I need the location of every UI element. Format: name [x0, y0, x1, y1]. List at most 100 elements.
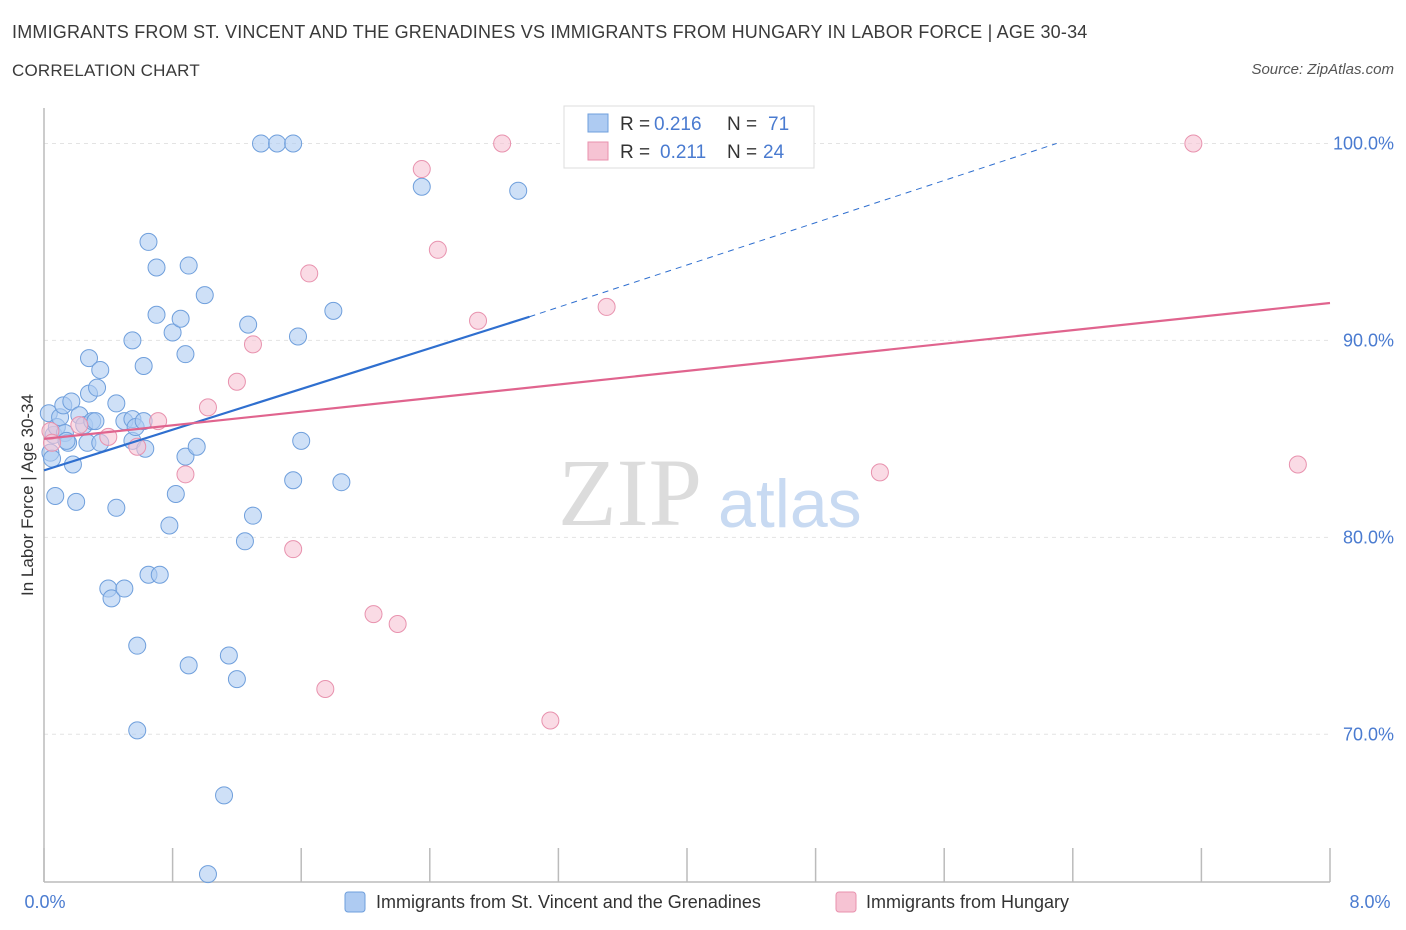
watermark-atlas: atlas [718, 466, 862, 542]
legend-swatch-pink [835, 891, 857, 913]
stats-r-value-blue: 0.216 [654, 114, 702, 135]
point-st-vincent [239, 315, 258, 334]
point-st-vincent [147, 305, 166, 324]
point-st-vincent [284, 471, 303, 490]
point-st-vincent [176, 345, 195, 364]
stats-n-label-pink: N = [727, 142, 757, 163]
y-axis-label: In Labor Force | Age 30-34 [18, 394, 37, 596]
point-st-vincent [284, 134, 303, 153]
point-hungary [493, 134, 512, 153]
point-st-vincent [43, 449, 62, 468]
y-tick-label: 80.0% [1343, 527, 1394, 547]
stats-r-label-pink: R = [620, 142, 650, 163]
x-tick-label-min: 0.0% [24, 892, 65, 912]
point-st-vincent [107, 498, 126, 517]
chart-title: IMMIGRANTS FROM ST. VINCENT AND THE GREN… [12, 22, 1088, 42]
data-points [39, 134, 1307, 884]
point-st-vincent [134, 357, 153, 375]
point-st-vincent [215, 786, 234, 805]
point-hungary [364, 605, 383, 624]
point-hungary [428, 240, 447, 259]
stats-r-label-blue: R = [620, 114, 650, 135]
point-hungary [227, 372, 246, 391]
source-label: Source: ZipAtlas.com [1251, 61, 1394, 78]
point-hungary [541, 711, 560, 730]
point-st-vincent [88, 378, 107, 397]
point-st-vincent [107, 394, 126, 413]
point-hungary [243, 335, 262, 354]
point-st-vincent [102, 589, 121, 608]
point-st-vincent [115, 579, 134, 598]
point-st-vincent [147, 258, 166, 277]
point-st-vincent [171, 309, 190, 328]
point-st-vincent [80, 349, 99, 368]
point-st-vincent [91, 360, 110, 379]
point-st-vincent [243, 506, 262, 525]
point-hungary [198, 398, 217, 417]
legend-label-pink: Immigrants from Hungary [866, 892, 1069, 912]
point-hungary [1288, 455, 1307, 474]
point-st-vincent [139, 232, 158, 251]
point-st-vincent [412, 177, 431, 196]
point-st-vincent [86, 412, 105, 431]
point-st-vincent [288, 327, 307, 346]
stats-box: R = 0.216 N = 71 R = 0.211 N = 24 [563, 105, 815, 169]
point-hungary [870, 463, 889, 482]
x-ticks [43, 848, 1331, 882]
point-st-vincent [252, 134, 271, 153]
point-st-vincent [179, 256, 198, 275]
point-st-vincent [166, 485, 185, 504]
point-st-vincent [128, 721, 147, 740]
legend-label-blue: Immigrants from St. Vincent and the Gren… [376, 892, 761, 912]
watermark-zip: ZIP [558, 439, 702, 546]
point-st-vincent [324, 301, 343, 320]
point-hungary [412, 160, 431, 179]
point-st-vincent [332, 473, 351, 492]
point-st-vincent [292, 431, 311, 450]
point-hungary [70, 416, 89, 435]
y-tick-label: 70.0% [1343, 724, 1394, 744]
trend-line-hungary [43, 301, 1331, 440]
point-st-vincent [62, 392, 81, 411]
stats-r-value-pink: 0.211 [660, 142, 706, 163]
chart-subtitle: CORRELATION CHART [12, 61, 200, 80]
stats-n-value-pink: 24 [763, 142, 785, 163]
point-hungary [176, 465, 195, 484]
point-st-vincent [128, 636, 147, 655]
point-hungary [469, 311, 488, 330]
y-tick-labels: 70.0% 80.0% 90.0% 100.0% [1333, 133, 1394, 744]
stats-swatch-pink [587, 141, 609, 161]
y-tick-label: 100.0% [1333, 133, 1394, 153]
point-st-vincent [235, 532, 254, 551]
point-st-vincent [198, 865, 217, 884]
point-st-vincent [163, 323, 182, 342]
point-st-vincent [195, 286, 214, 305]
point-st-vincent [123, 331, 142, 350]
stats-n-value-blue: 71 [768, 114, 789, 135]
point-hungary [597, 297, 616, 316]
point-st-vincent [227, 670, 246, 689]
trend-line-st-vincent-extension [529, 142, 1057, 318]
point-hungary [284, 540, 303, 559]
point-st-vincent [160, 516, 179, 535]
point-st-vincent [187, 437, 206, 456]
y-tick-label: 90.0% [1343, 330, 1394, 350]
legend: Immigrants from St. Vincent and the Gren… [344, 891, 1069, 913]
stats-n-label-blue: N = [727, 114, 757, 135]
trend-line-st-vincent [43, 315, 530, 472]
point-hungary [388, 615, 407, 633]
point-st-vincent [268, 134, 287, 153]
point-hungary [300, 264, 319, 283]
x-tick-label-max: 8.0% [1349, 892, 1390, 912]
point-hungary [316, 679, 335, 698]
point-st-vincent [67, 492, 86, 511]
point-st-vincent [179, 656, 198, 675]
point-st-vincent [150, 565, 169, 584]
point-st-vincent [219, 646, 238, 665]
point-st-vincent [46, 486, 65, 505]
legend-swatch-blue [344, 891, 366, 913]
stats-swatch-blue [587, 113, 609, 133]
trend-lines [43, 142, 1331, 472]
point-st-vincent [509, 181, 528, 200]
